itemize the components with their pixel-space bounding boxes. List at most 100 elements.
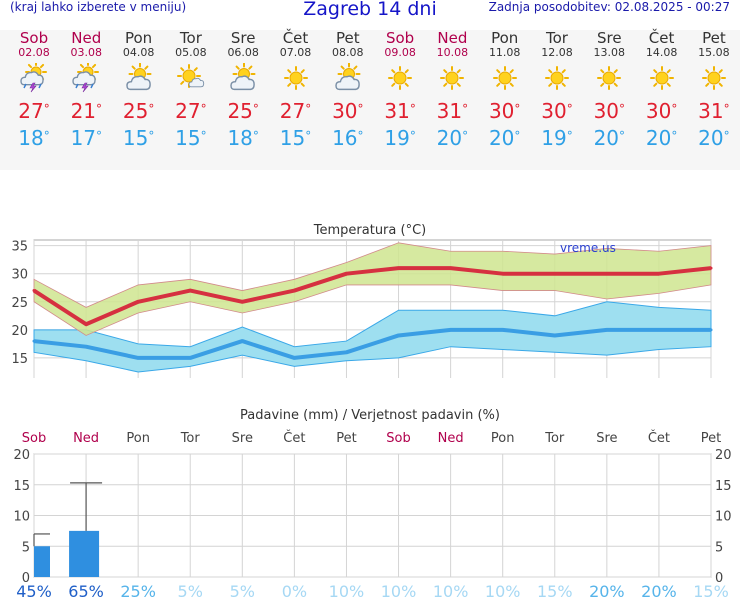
tmin-line [33, 327, 711, 360]
x-category-label: Pet [701, 431, 721, 446]
min-temperature: 20° [436, 126, 469, 150]
tmin-point [136, 356, 140, 360]
precipitation-probability: 20% [641, 582, 677, 600]
day-name: Tor [546, 29, 568, 47]
x-category-label: Pon [491, 431, 515, 446]
max-temperature: 27° [18, 99, 50, 123]
min-temperature: 18° [18, 126, 50, 150]
min-temperature-value: 20 [698, 126, 724, 150]
day-column: Pon 11.08 30° 20° [479, 30, 531, 150]
y-tick-label-right: 20 [715, 448, 732, 463]
tmin-point [501, 328, 505, 332]
x-category-label: Ned [438, 431, 464, 446]
tmin-point [397, 333, 401, 337]
precipitation-probability: 20% [589, 582, 625, 600]
day-name: Sre [230, 29, 256, 47]
min-temperature: 20° [698, 126, 730, 150]
day-date: 05.08 [175, 46, 207, 59]
min-temperature: 15° [175, 126, 207, 150]
tmin-point [605, 328, 609, 332]
location-note[interactable]: (kraj lahko izberete v meniju) [10, 0, 187, 14]
max-temperature-value: 21 [70, 99, 97, 123]
y-tick-label-right: 0 [715, 571, 723, 586]
day-date: 14.08 [645, 46, 678, 59]
max-temperature: 31° [698, 99, 730, 123]
max-temperature-value: 27 [279, 99, 306, 123]
precipitation-probability: 25% [120, 582, 156, 600]
max-temperature: 30° [541, 99, 573, 123]
max-temperature-value: 27 [18, 99, 44, 123]
min-temperature-value: 16 [332, 126, 358, 150]
tmin-point [553, 333, 557, 337]
sun-behind-cloud-icon [228, 62, 258, 93]
min-temperature-value: 18 [18, 126, 44, 150]
precipitation-chart-title: Padavine (mm) / Verjetnost padavin (%) [240, 408, 500, 423]
day-name: Sob [19, 29, 49, 47]
min-temperature-value: 17 [70, 126, 97, 150]
sun-icon [647, 63, 677, 93]
day-name: Sre [597, 29, 622, 47]
tmin-point [84, 345, 88, 349]
sun-small-cloud-icon [176, 63, 206, 93]
y-tick-label-right: 15 [715, 479, 732, 494]
tmin-point [449, 328, 453, 332]
x-category-label: Tor [544, 431, 565, 446]
sun-icon [490, 63, 520, 93]
day-date: 11.08 [488, 46, 521, 59]
y-tick-label: 35 [11, 240, 28, 255]
precipitation-probability: 65% [68, 582, 104, 600]
x-category-label: Sre [232, 431, 253, 446]
tmin-point [657, 328, 661, 332]
tmax-point [188, 289, 192, 293]
precipitation-bar [69, 530, 100, 577]
day-date: 07.08 [279, 46, 312, 59]
min-temperature-value: 20 [593, 126, 620, 150]
day-column: Čet 14.08 30° 20° [636, 30, 688, 150]
sun-icon [542, 63, 572, 93]
sun-icon [594, 63, 624, 93]
day-date: 08.08 [332, 46, 364, 59]
precipitation-probability: 5% [178, 582, 203, 600]
day-date: 02.08 [18, 46, 50, 59]
min-temperature: 16° [332, 126, 364, 150]
min-temperature-value: 15 [122, 126, 149, 150]
max-temperature: 25° [227, 99, 259, 123]
precipitation-probability: 10% [329, 582, 365, 600]
tmax-point [32, 289, 36, 293]
day-name: Ned [437, 29, 468, 47]
day-name: Pet [335, 29, 360, 47]
max-temperature-value: 31 [436, 99, 463, 123]
tmax-point [84, 322, 88, 326]
x-category-label: Pon [126, 431, 150, 446]
sun-icon [699, 63, 729, 93]
max-temperature-value: 27 [175, 99, 201, 123]
precipitation-probability: 10% [433, 582, 469, 600]
sun-behind-cloud-icon [124, 62, 154, 93]
day-column: Ned 10.08 31° 20° [426, 29, 478, 150]
max-temperature: 27° [175, 99, 207, 123]
precipitation-probability: 10% [381, 582, 417, 600]
max-temperature-value: 31 [698, 99, 724, 123]
day-column: Sob 02.08 27° 18° [8, 29, 60, 150]
min-temperature: 15° [122, 126, 155, 150]
tmax-point [501, 272, 505, 276]
day-column: Tor 12.08 30° 19° [531, 29, 583, 150]
y-tick-label: 30 [11, 268, 28, 283]
y-tick-label-left: 5 [22, 540, 30, 555]
tmax-range-band [33, 242, 712, 336]
day-column: Sre 06.08 25° 18° [217, 29, 269, 150]
max-temperature: 31° [436, 99, 469, 123]
day-name: Tor [179, 29, 202, 47]
x-category-label: Čet [648, 430, 670, 446]
tmax-line [32, 266, 712, 327]
tmax-point [397, 266, 401, 270]
y-tick-label: 20 [11, 324, 28, 339]
tmax-point [709, 266, 713, 270]
max-temperature: 25° [122, 99, 155, 123]
day-column: Čet 07.08 27° 15° [270, 30, 322, 150]
min-temperature: 20° [645, 126, 678, 150]
day-date: 03.08 [70, 46, 103, 59]
y-tick-label-left: 15 [13, 479, 30, 494]
min-temperature: 15° [279, 126, 312, 150]
sun-behind-cloud-icon [333, 62, 363, 93]
